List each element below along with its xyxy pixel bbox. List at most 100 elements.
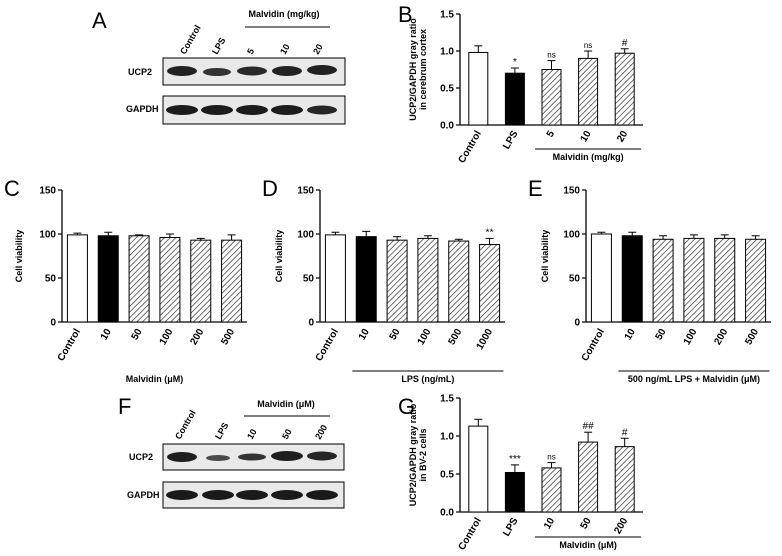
x-tick-label: 50 [388,327,403,343]
bar [683,237,705,323]
blot-f-lane-label: LPS [213,421,230,441]
y-tick-label: 150 [39,186,56,197]
y-tick-label: 0.0 [440,121,454,132]
x-tick-label: 200 [612,516,630,536]
group-label: Malvidin (μM) [126,374,184,384]
blot-f-group-label: Malvidin (μM) [257,399,315,409]
y-axis-label-line: UCP2/GAPDH gray ratio [408,403,418,506]
significance-label: # [622,38,628,49]
x-tick-label: Control [56,327,83,363]
x-tick-label: 500 [743,327,761,347]
y-axis-label-line: Cell viability [274,230,284,283]
y-tick-label: 1.5 [440,394,454,405]
blot-a-lane-label: 10 [278,42,292,56]
x-tick-label: 50 [130,327,145,343]
blot-band [236,490,268,500]
y-tick-label: 100 [39,230,56,241]
blot-band [167,452,197,462]
bar [221,239,243,323]
x-tick-label: Control [457,129,484,165]
significance-label: ns [547,453,555,462]
blot-band [306,490,338,500]
blot-band [166,105,198,115]
bar [578,441,599,513]
y-tick-label: 150 [563,186,580,197]
x-tick-label: Control [580,327,607,363]
y-tick-label: 0.5 [440,470,454,481]
x-tick-label: 50 [579,516,594,532]
y-tick-label: 0.5 [440,84,454,95]
panel-letter-d: D [262,176,278,201]
blot-band [206,455,230,461]
group-label: Malvidin (mg/kg) [553,152,624,162]
x-tick-label: 1000 [475,327,496,352]
bar [479,244,501,323]
y-tick-label: 100 [297,230,314,241]
bar [355,236,377,323]
blot-band [307,65,337,75]
panel-letter-f: F [118,394,131,419]
blot-band [236,105,268,115]
y-tick-label: 150 [297,186,314,197]
bar [578,57,599,126]
chart-panel-c: 0 50 100 150 Cell viability Control 10 50 100 200… [14,186,247,384]
western-blot-f: Control LPS 10 50 200 Malvidin (μM) UCP2… [127,399,345,509]
blot-f-lane-label: Control [173,408,198,441]
chart-panel-e: 0 50 100 150 Cell viability Control 10 50 100 200… [540,186,771,384]
y-tick-label: 100 [563,230,580,241]
y-tick-label: 0 [574,318,580,329]
group-label: 500 ng/mL LPS + Malvidin (μM) [628,374,760,384]
group-label: Malvidin (μM) [559,540,617,550]
blot-band [238,453,266,461]
x-tick-label: 10 [542,516,557,532]
bar [468,425,489,513]
x-tick-label: 500 [446,327,464,347]
x-tick-label: 20 [615,129,630,145]
significance-label: * [513,57,517,68]
chart-panel-g: 0.0 0.5 1.0 1.5 UCP2/GAPDH gray ratioin BV-2… [408,394,643,552]
blot-f-lane-label: 10 [245,427,259,441]
significance-label: ** [486,227,494,238]
y-tick-label: 50 [45,274,57,285]
blot-band [203,68,231,76]
blot-a-row-label-ucp2: UCP2 [128,67,152,77]
y-tick-label: 0.0 [440,508,454,519]
y-tick-label: 50 [569,274,581,285]
y-axis-label-line: in BV-2 cells [418,428,428,481]
y-tick-label: 1.0 [440,432,454,443]
blot-a-lane-label: Control [178,23,203,56]
x-tick-label: 10 [579,129,594,145]
x-tick-label: LPS [501,129,520,152]
x-tick-label: 10 [623,327,638,343]
x-tick-label: LPS [501,516,520,539]
y-axis-label: UCP2/GAPDH gray ratioin BV-2 cells [408,403,428,506]
y-axis-label-line: Cell viability [14,230,24,283]
blot-band [237,66,267,76]
x-tick-label: Control [457,516,484,552]
blot-band [201,105,233,115]
x-tick-label: 200 [712,327,730,347]
y-tick-label: 1.5 [440,10,454,21]
bar [159,237,181,323]
bar [714,237,736,323]
bar [614,446,635,513]
y-tick-label: 0 [308,318,314,329]
bar [541,467,562,513]
panel-letter-c: C [4,176,20,201]
y-axis-label-line: in cerebrum cortex [418,29,428,110]
blot-band [166,490,198,500]
blot-f-row-label-ucp2: UCP2 [129,452,153,462]
blot-band [272,66,302,76]
y-axis-label-line: UCP2/GAPDH gray ratio [408,18,418,121]
x-tick-label: 10 [99,327,114,343]
x-tick-label: 100 [416,327,434,347]
y-axis-label: UCP2/GAPDH gray ratioin cerebrum cortex [408,18,428,121]
x-tick-label: Control [314,327,341,363]
bar [541,69,562,126]
bar [504,72,525,126]
blot-a-group-label: Malvidin (mg/kg) [248,9,319,19]
significance-label: ## [583,421,595,432]
y-axis-label: Cell viability [274,230,284,283]
bar [128,235,150,323]
